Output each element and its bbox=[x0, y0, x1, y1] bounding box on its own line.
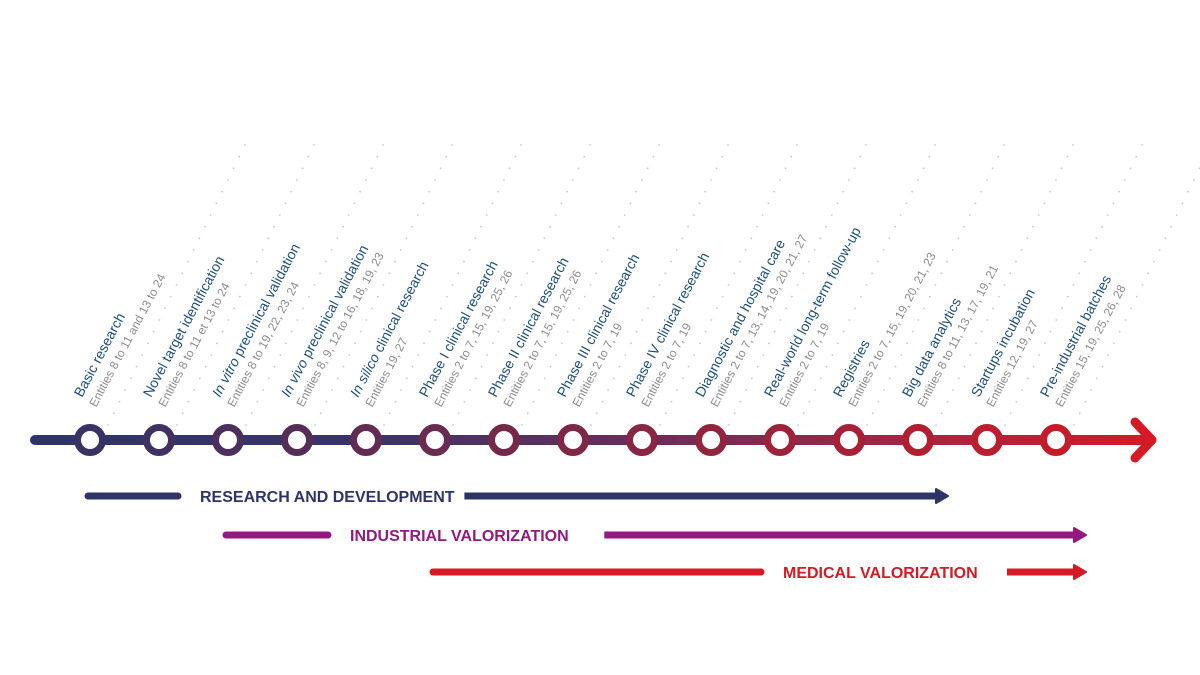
step-marker bbox=[902, 424, 934, 456]
step-marker bbox=[143, 424, 175, 456]
guide-line bbox=[797, 144, 936, 426]
step-marker bbox=[419, 424, 451, 456]
guide-line bbox=[935, 144, 1074, 426]
phase-band: MEDICAL VALORIZATION bbox=[429, 564, 1087, 582]
step-marker bbox=[971, 424, 1003, 456]
band-label: MEDICAL VALORIZATION bbox=[783, 565, 978, 582]
step-marker bbox=[488, 424, 520, 456]
band-arrowhead bbox=[935, 488, 949, 504]
phase-band: RESEARCH AND DEVELOPMENT bbox=[84, 488, 949, 506]
guide-line bbox=[728, 144, 867, 426]
step-marker bbox=[764, 424, 796, 456]
band-arrowhead bbox=[1073, 564, 1087, 580]
guide-line bbox=[1004, 144, 1143, 426]
step-marker bbox=[833, 424, 865, 456]
guide-line bbox=[866, 144, 1005, 426]
step-marker bbox=[212, 424, 244, 456]
step-marker bbox=[1040, 424, 1072, 456]
band-label: RESEARCH AND DEVELOPMENT bbox=[200, 489, 455, 506]
guide-line bbox=[383, 144, 522, 426]
band-label: INDUSTRIAL VALORIZATION bbox=[350, 528, 569, 545]
guide-line bbox=[107, 144, 246, 426]
band-arrowhead bbox=[1073, 527, 1087, 543]
guide-lines bbox=[107, 144, 1200, 426]
phase-bands: RESEARCH AND DEVELOPMENT INDUSTRIAL VALOR… bbox=[84, 488, 1087, 582]
step-marker bbox=[350, 424, 382, 456]
step-marker bbox=[557, 424, 589, 456]
step-marker bbox=[695, 424, 727, 456]
guide-line bbox=[590, 144, 729, 426]
timeline-arrowhead bbox=[1130, 417, 1157, 463]
guide-line bbox=[1073, 167, 1200, 426]
guide-line bbox=[176, 144, 315, 426]
guide-line bbox=[314, 144, 453, 426]
step-markers bbox=[74, 424, 1072, 456]
guide-line bbox=[521, 144, 660, 426]
step-marker bbox=[74, 424, 106, 456]
guide-line bbox=[245, 144, 384, 426]
step-marker bbox=[626, 424, 658, 456]
step-marker bbox=[281, 424, 313, 456]
phase-band: INDUSTRIAL VALORIZATION bbox=[222, 527, 1087, 545]
guide-line bbox=[659, 144, 798, 426]
guide-line bbox=[452, 144, 591, 426]
